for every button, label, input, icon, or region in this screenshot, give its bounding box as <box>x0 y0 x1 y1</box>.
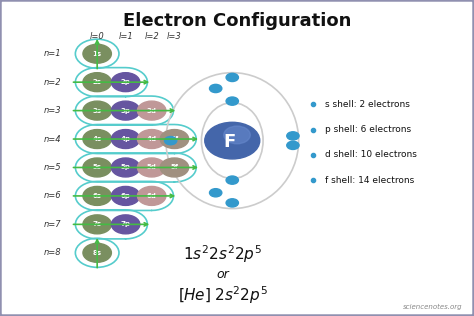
FancyArrowPatch shape <box>95 41 99 69</box>
Text: 3d: 3d <box>146 108 157 113</box>
Text: 3s: 3s <box>92 108 102 113</box>
Circle shape <box>205 122 260 159</box>
Text: n=4: n=4 <box>43 135 61 143</box>
Text: l=0: l=0 <box>90 32 105 41</box>
Text: 2s: 2s <box>93 79 101 85</box>
FancyArrowPatch shape <box>73 137 196 141</box>
Circle shape <box>287 141 299 149</box>
Text: n=6: n=6 <box>43 191 61 200</box>
Text: d shell: 10 electrons: d shell: 10 electrons <box>325 150 417 159</box>
Text: 5f: 5f <box>171 165 178 170</box>
Text: 3p: 3p <box>120 108 131 113</box>
Circle shape <box>137 101 166 120</box>
Text: p shell: 6 electrons: p shell: 6 electrons <box>325 125 411 134</box>
Text: n=7: n=7 <box>43 220 61 229</box>
Text: sciencenotes.org: sciencenotes.org <box>402 304 462 310</box>
Text: n=1: n=1 <box>43 49 61 58</box>
FancyArrowPatch shape <box>73 166 196 169</box>
Circle shape <box>137 158 166 177</box>
Text: 4s: 4s <box>92 136 102 142</box>
Circle shape <box>287 132 299 140</box>
Text: or: or <box>217 268 229 282</box>
Circle shape <box>83 44 111 63</box>
Text: 6d: 6d <box>147 193 156 199</box>
Text: n=5: n=5 <box>43 163 61 172</box>
Text: 2p: 2p <box>121 79 130 85</box>
FancyArrowPatch shape <box>73 109 173 112</box>
Circle shape <box>83 215 111 234</box>
FancyArrowPatch shape <box>73 223 147 226</box>
Text: 6s: 6s <box>93 193 101 199</box>
FancyArrowPatch shape <box>73 81 147 84</box>
Circle shape <box>83 73 111 92</box>
Circle shape <box>210 84 222 93</box>
Circle shape <box>160 130 189 149</box>
Text: F: F <box>224 133 236 151</box>
Text: 7p: 7p <box>120 222 131 227</box>
Text: 5d: 5d <box>147 165 156 170</box>
Circle shape <box>111 186 140 205</box>
Circle shape <box>226 176 238 184</box>
Text: s shell: 2 electrons: s shell: 2 electrons <box>325 100 410 109</box>
Circle shape <box>137 130 166 149</box>
Circle shape <box>111 101 140 120</box>
Circle shape <box>226 73 238 82</box>
Text: 7s: 7s <box>92 222 102 227</box>
Circle shape <box>226 199 238 207</box>
Circle shape <box>226 97 238 105</box>
Text: Electron Configuration: Electron Configuration <box>123 12 351 29</box>
Circle shape <box>210 189 222 197</box>
Text: n=3: n=3 <box>43 106 61 115</box>
Circle shape <box>111 215 140 234</box>
Text: l=1: l=1 <box>118 32 133 41</box>
Circle shape <box>83 158 111 177</box>
Text: l=3: l=3 <box>167 32 182 41</box>
Circle shape <box>164 137 177 145</box>
Text: n=2: n=2 <box>43 78 61 87</box>
Text: $[He]\;2s^{2}2p^{5}$: $[He]\;2s^{2}2p^{5}$ <box>178 285 268 306</box>
Text: 4f: 4f <box>170 136 179 142</box>
Text: f shell: 14 electrons: f shell: 14 electrons <box>325 176 414 185</box>
Circle shape <box>111 158 140 177</box>
FancyArrowPatch shape <box>95 240 99 268</box>
Text: n=8: n=8 <box>43 248 61 257</box>
Text: l=2: l=2 <box>144 32 159 41</box>
Circle shape <box>111 130 140 149</box>
Text: 5p: 5p <box>121 165 130 170</box>
Circle shape <box>83 130 111 149</box>
Circle shape <box>83 243 111 262</box>
Circle shape <box>160 158 189 177</box>
Circle shape <box>83 101 111 120</box>
Text: 8s: 8s <box>92 250 102 256</box>
Circle shape <box>137 186 166 205</box>
Text: 1s: 1s <box>92 51 102 57</box>
Text: 6p: 6p <box>121 193 130 199</box>
Text: 4p: 4p <box>120 136 131 142</box>
FancyArrowPatch shape <box>73 194 173 198</box>
Circle shape <box>224 126 250 144</box>
Text: 5s: 5s <box>93 165 101 170</box>
Circle shape <box>111 73 140 92</box>
Circle shape <box>83 186 111 205</box>
Text: $1s^{2}2s^{2}2p^{5}$: $1s^{2}2s^{2}2p^{5}$ <box>183 244 262 265</box>
Text: 4d: 4d <box>146 136 157 142</box>
